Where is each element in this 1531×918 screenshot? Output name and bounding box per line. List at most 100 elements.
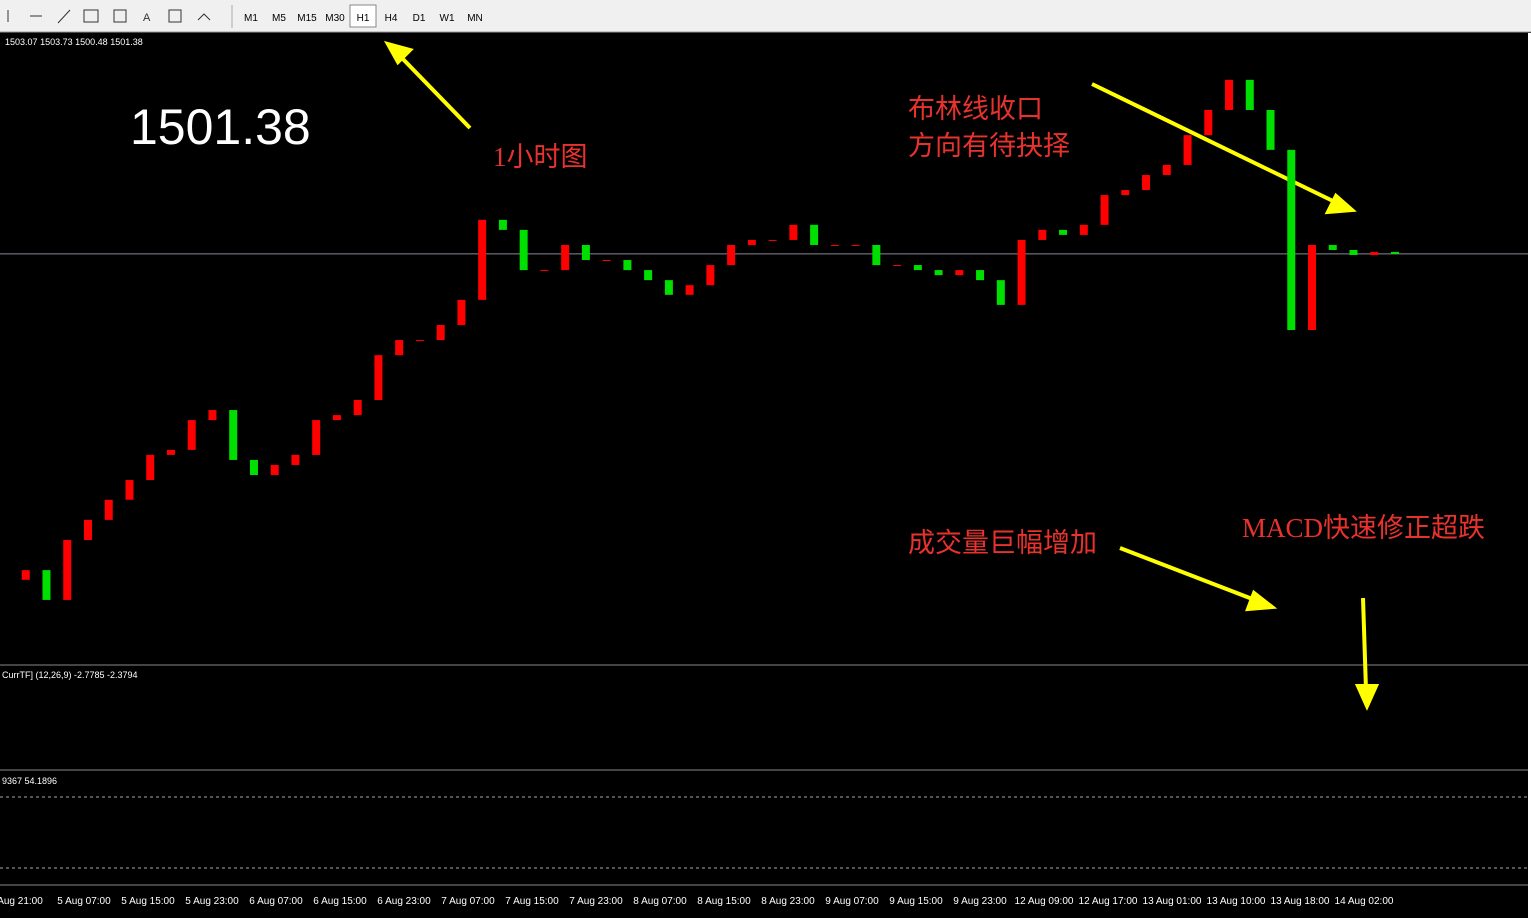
right-edge [1528,33,1531,918]
time-label: 8 Aug 23:00 [761,896,815,907]
timeframe-label[interactable]: H4 [385,13,398,24]
candle-body [208,410,217,421]
timeframe-label[interactable]: D1 [413,13,426,24]
candle-body [1245,79,1254,111]
time-label: Aug 21:00 [0,896,43,907]
candle-body [1038,229,1047,240]
ohlc-header: 1503.07 1503.73 1500.48 1501.38 [5,37,143,47]
candle-body [540,270,549,272]
candle-body [1079,224,1088,235]
toolbar [0,0,1531,32]
time-label: 7 Aug 23:00 [569,896,623,907]
timeframe-button[interactable] [349,4,377,28]
candle-body [913,265,922,271]
svg-text:A: A [143,12,151,24]
timeframe-label[interactable]: M5 [272,13,286,24]
candle-body [353,400,362,416]
candle-body [249,459,258,476]
candle-body [21,570,30,580]
candle-body [146,454,155,481]
candle-body [810,224,819,245]
time-label: 14 Aug 02:00 [1335,896,1394,907]
candle-body [830,244,839,246]
timeframe-label[interactable]: M30 [325,13,345,24]
time-label: 8 Aug 07:00 [633,896,687,907]
candle-body [1059,229,1068,235]
time-label: 9 Aug 23:00 [953,896,1007,907]
candle-body [1391,251,1399,254]
time-label: 13 Aug 10:00 [1207,896,1266,907]
candle-body [747,239,756,245]
candle-body [498,219,507,230]
candle-body [851,244,860,246]
candle-body [312,420,321,455]
candle-body [1204,110,1213,136]
candle-body [1308,244,1317,331]
annotation: 布林线收口 [908,94,1043,124]
candle-body [291,454,300,465]
candle-body [1349,249,1358,256]
time-label: 8 Aug 15:00 [697,896,751,907]
candle-body [581,244,590,261]
candle-body [706,265,715,286]
time-label: 9 Aug 07:00 [825,896,879,907]
timeframe-label[interactable]: H1 [357,13,370,24]
timeframe-label[interactable]: MN [467,13,483,24]
candle-body [457,299,466,325]
timeframe-label[interactable]: W1 [440,13,455,24]
candle-body [893,265,902,267]
candle-body [229,410,238,460]
candle-body [42,570,51,600]
candle-body [727,244,736,266]
candle-body [374,355,383,401]
time-label: 5 Aug 07:00 [57,896,111,907]
candle-body [768,239,777,241]
candle-body [561,244,570,271]
candle-body [166,449,175,455]
time-label: 9 Aug 15:00 [889,896,943,907]
candle-body [1142,174,1151,191]
candle-body [996,280,1005,305]
candle-body [644,270,653,281]
time-label: 6 Aug 07:00 [249,896,303,907]
candle-body [436,325,445,341]
time-label: 6 Aug 15:00 [313,896,367,907]
candle-body [395,340,404,356]
candle-body [1017,239,1026,305]
candle-body [623,260,632,271]
candle-body [104,499,113,520]
annotation: 成交量巨幅增加 [908,528,1097,558]
annotation: 方向有待抉择 [908,131,1070,161]
time-label: 7 Aug 07:00 [441,896,495,907]
candle-body [602,260,611,262]
time-label: 12 Aug 09:00 [1015,896,1074,907]
candle-body [1370,251,1379,256]
candle-body [1266,110,1275,150]
candle-body [1100,195,1109,225]
candle-body [270,464,279,476]
time-label: 5 Aug 15:00 [121,896,175,907]
time-label: 12 Aug 17:00 [1079,896,1138,907]
candle-body [789,224,798,240]
candle-body [415,340,424,342]
candle-body [1328,244,1337,250]
timeframe-label[interactable]: M1 [244,13,258,24]
candle-body [125,480,134,500]
price-label: 1501.38 [130,99,311,155]
candle-body [478,219,487,300]
candle-body [1225,79,1234,111]
annotation: MACD快速修正超跌 [1242,513,1485,543]
candle-body [1162,164,1171,175]
drawing-tools[interactable]: A [7,9,211,24]
candle-body [1183,135,1192,165]
time-label: 6 Aug 23:00 [377,896,431,907]
macd-header: CurrTF] (12,26,9) -2.7785 -2.3794 [2,670,138,680]
candle-body [1121,190,1130,196]
stoch-header: 9367 54.1896 [2,776,57,786]
timeframe-label[interactable]: M15 [297,13,317,24]
time-label: 5 Aug 23:00 [185,896,239,907]
candle-body [519,229,528,271]
candle-body [1287,149,1296,331]
candle-body [83,519,92,540]
